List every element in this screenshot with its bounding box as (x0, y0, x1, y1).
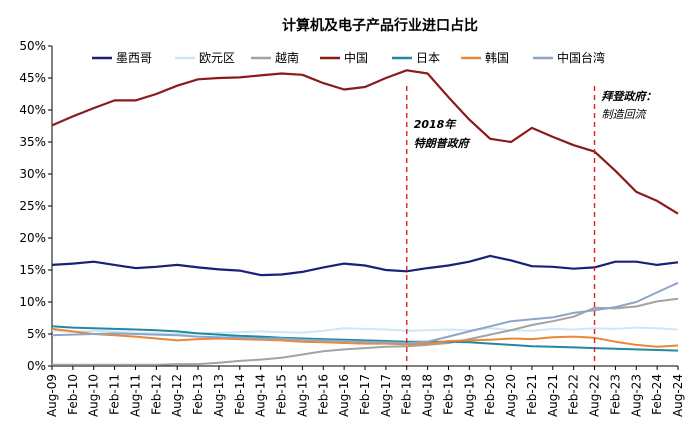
series-layer (51, 69, 679, 366)
legend-label: 越南 (275, 50, 299, 65)
legend-label: 韩国 (485, 50, 509, 65)
x-tick-label: Aug-21 (546, 374, 560, 417)
x-tick-label: Aug-18 (421, 374, 435, 417)
x-tick-label: Aug-12 (170, 374, 184, 417)
y-tick-label: 30% (19, 167, 46, 181)
y-tick-label: 50% (19, 39, 46, 53)
legend: 墨西哥 欧元区 越南 中国 日本 韩国 中国台湾 (92, 50, 605, 65)
series-line-4 (51, 325, 679, 352)
series-line-5 (51, 327, 679, 348)
y-tick-label: 40% (19, 103, 46, 117)
y-tick-label: 0% (27, 359, 46, 373)
x-tick-label: Aug-14 (254, 374, 268, 417)
x-tick-label: Feb-21 (525, 374, 539, 415)
series-line-0 (51, 254, 679, 277)
y-tick-label: 20% (19, 231, 46, 245)
x-tick-label: Feb-22 (567, 374, 581, 415)
legend-label: 中国台湾 (557, 50, 605, 65)
x-tick-label: Feb-20 (483, 374, 497, 415)
x-tick-label: Feb-18 (400, 374, 414, 415)
annotation-label-line1: 拜登政府： (602, 90, 657, 103)
y-tick-label: 15% (19, 263, 46, 277)
x-tick-label: Feb-11 (108, 374, 122, 415)
series-line-6 (51, 281, 679, 344)
series-line-2 (52, 297, 679, 366)
series-line-1 (51, 326, 679, 335)
annotation-label-line2: 制造回流 (602, 108, 648, 121)
legend-label: 中国 (344, 50, 368, 65)
y-tick-label: 45% (19, 71, 46, 85)
x-tick-label: Aug-16 (337, 374, 351, 417)
legend-label: 日本 (416, 51, 440, 65)
x-tick-label: Feb-24 (650, 374, 664, 415)
x-tick-label: Aug-20 (504, 374, 518, 417)
x-tick-label: Feb-14 (233, 374, 247, 415)
annotation-label-line2: 特朗普政府 (414, 137, 471, 150)
x-tick-label: Aug-17 (379, 374, 393, 417)
legend-label: 欧元区 (199, 51, 235, 65)
y-tick-label: 5% (27, 327, 46, 341)
series-line-3 (51, 69, 679, 215)
x-tick-label: Aug-23 (629, 374, 643, 417)
y-tick-label: 25% (19, 199, 46, 213)
x-tick-label: Aug-09 (45, 374, 59, 417)
x-tick-label: Feb-17 (358, 374, 372, 415)
x-tick-label: Feb-23 (608, 374, 622, 415)
x-tick-label: Feb-19 (441, 374, 455, 415)
y-tick-label: 35% (19, 135, 46, 149)
legend-label: 墨西哥 (116, 51, 152, 65)
x-tick-label: Aug-10 (87, 374, 101, 417)
y-tick-label: 10% (19, 295, 46, 309)
x-tick-label: Aug-19 (462, 374, 476, 417)
annotation-label-line1: 2018年 (414, 118, 458, 131)
x-tick-label: Feb-15 (275, 374, 289, 415)
x-tick-label: Aug-11 (128, 374, 142, 417)
y-axis: 0% 5% 10% 15% 20% 25% 30% 35% 40% 45% 50% (19, 39, 53, 373)
x-tick-label: Feb-12 (149, 374, 163, 415)
x-tick-label: Feb-16 (316, 374, 330, 415)
x-tick-label: Feb-13 (191, 374, 205, 415)
x-tick-label: Aug-15 (295, 374, 309, 417)
x-tick-label: Aug-22 (588, 374, 602, 417)
chart-title: 计算机及电子产品行业进口占比 (282, 17, 478, 34)
x-axis: Aug-09 Feb-10 Aug-10 Feb-11 Aug-11 Feb-12 Aug-… (45, 365, 685, 417)
x-tick-label: Feb-10 (66, 374, 80, 415)
x-tick-label: Aug-24 (671, 374, 685, 417)
x-tick-label: Aug-13 (212, 374, 226, 417)
